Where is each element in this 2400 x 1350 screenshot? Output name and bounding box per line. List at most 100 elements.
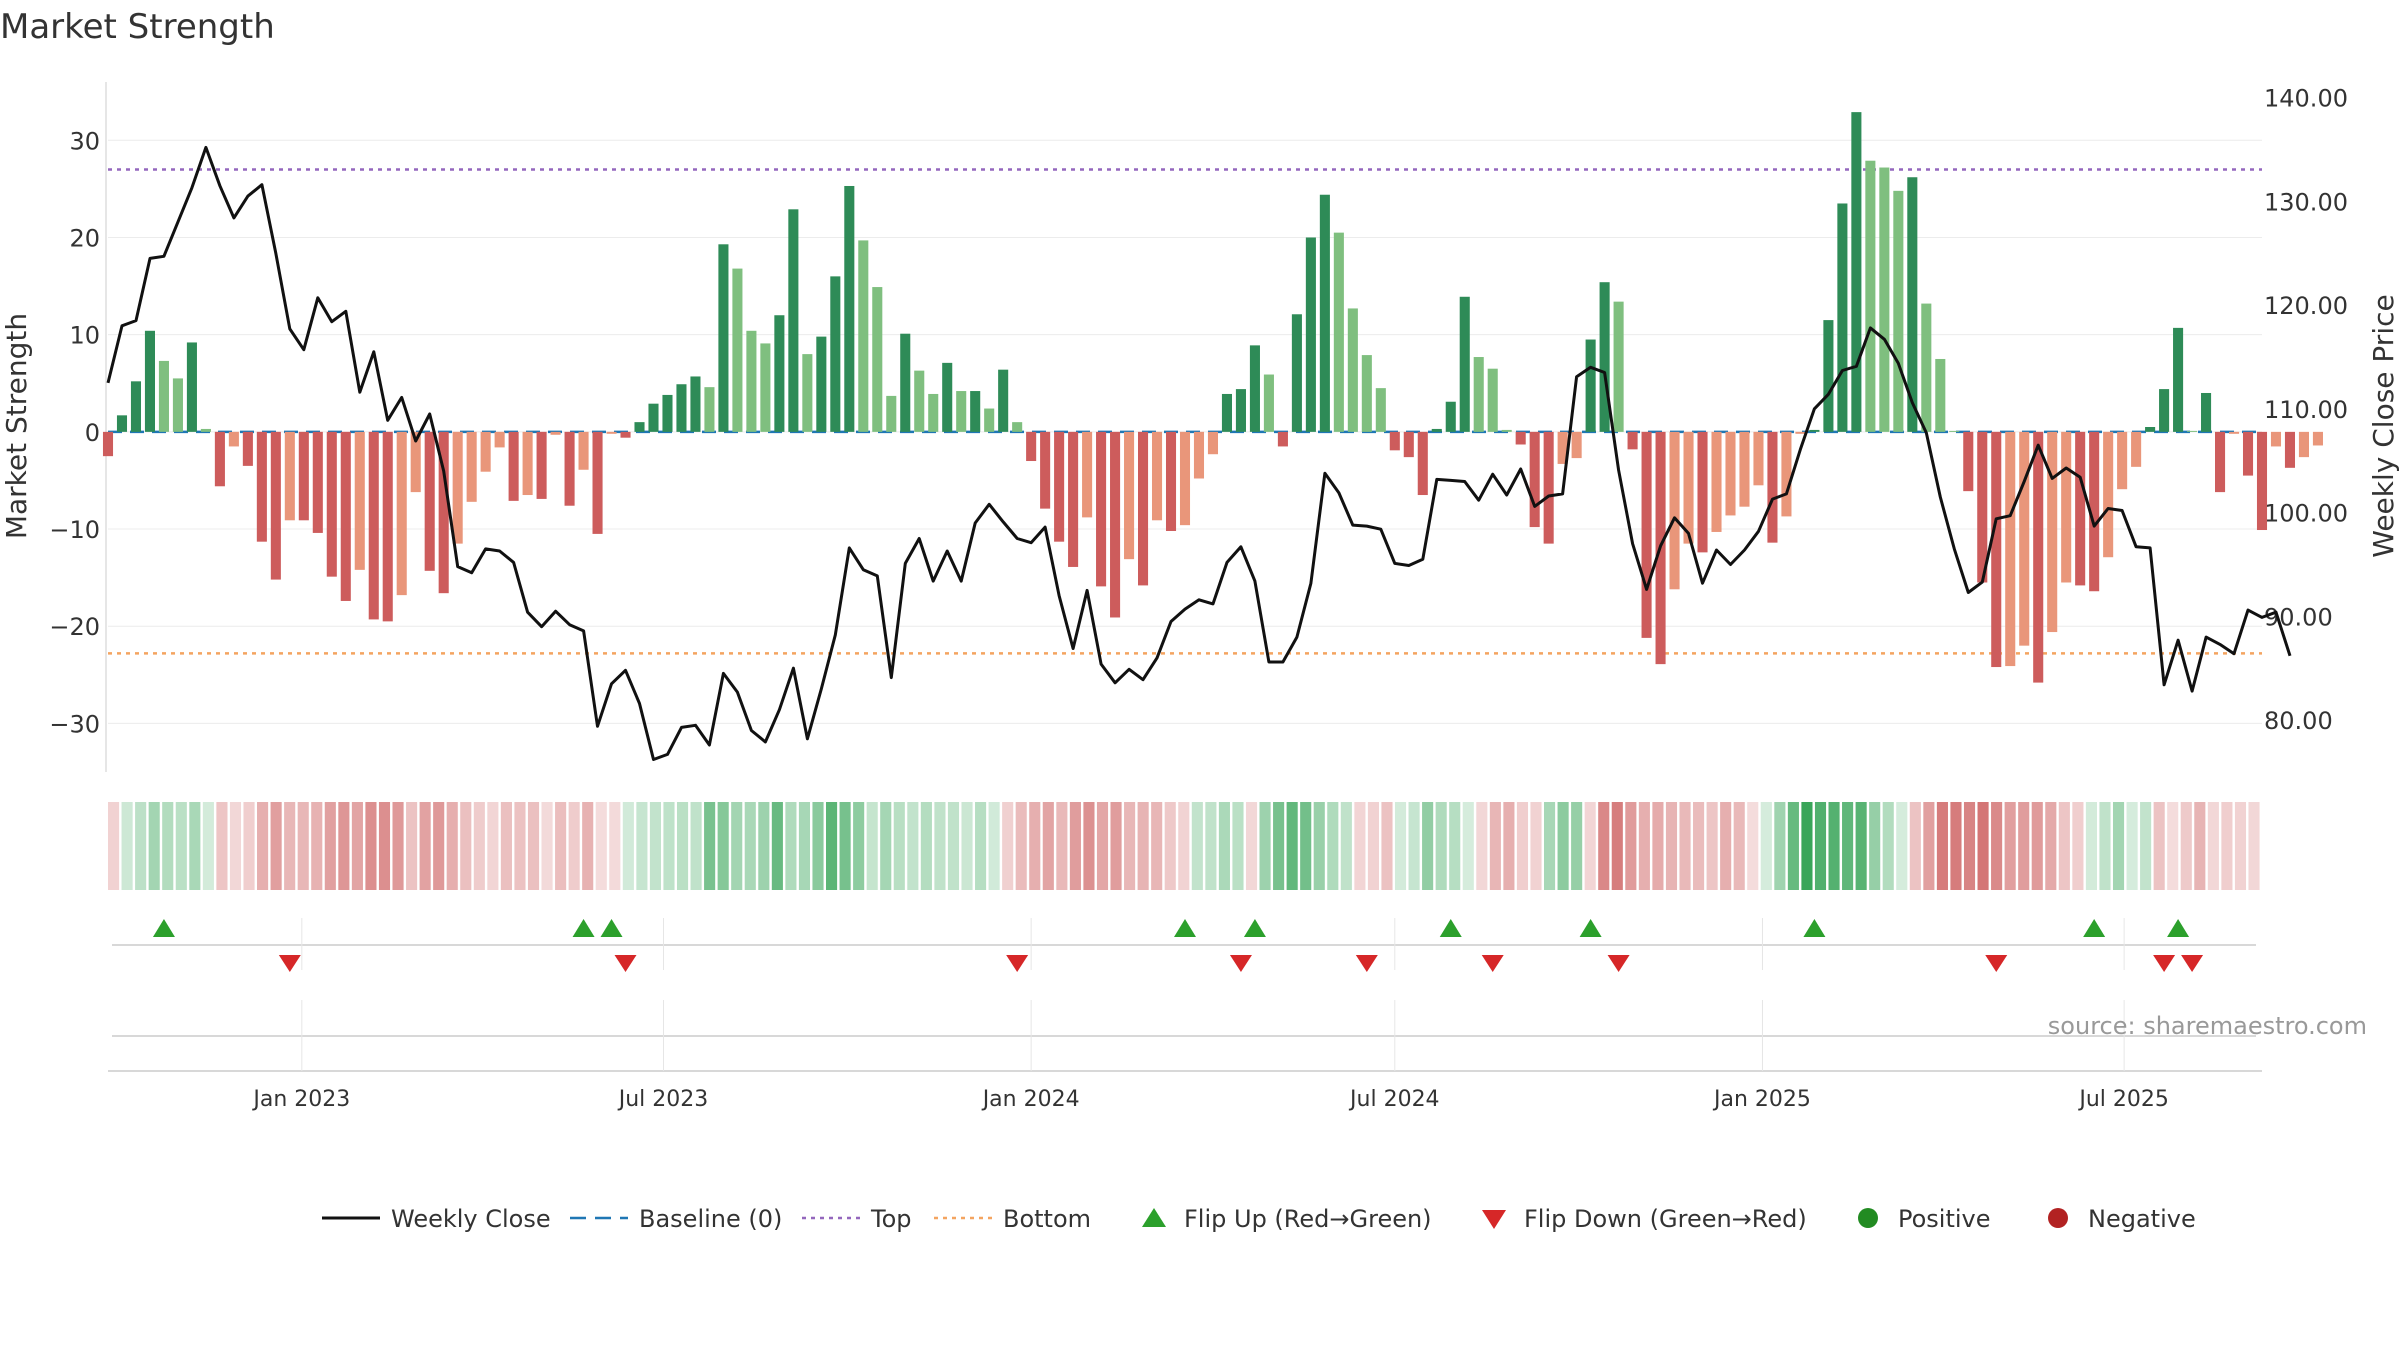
heat-cell [1936,802,1948,890]
strength-bar [102,431,114,457]
heat-cell [1218,802,1230,890]
weekly-close-series [106,145,2292,761]
strength-bar [858,240,869,432]
x-tick-label: Jan 2025 [1712,1087,1811,1112]
strength-bar [872,287,883,432]
heat-cell [812,802,824,890]
strength-bar [1529,431,1540,528]
strength-bar [1557,431,1568,464]
heat-cell [663,802,675,890]
heat-cell [1191,802,1203,890]
strength-bar [1082,431,1093,518]
strength-bar [690,376,701,432]
flip-up-marker [2083,919,2106,937]
strength-bar [2047,431,2058,633]
heat-cell [2221,802,2233,890]
strength-bar [1669,431,1680,590]
heat-cell [500,802,512,890]
heat-cell [351,802,363,890]
flip-up-marker [1174,919,1196,937]
heat-cell [880,802,892,890]
legend-swatch [1482,1210,1506,1229]
flip-down-marker [2181,955,2204,972]
heat-cell [514,802,526,890]
heat-cell [338,802,350,890]
heat-cell [311,802,323,890]
strength-bar [1753,431,1764,486]
heat-cell [135,802,147,890]
legend-label: Top [870,1205,912,1233]
strength-bar [1711,431,1722,532]
strength-bar [2061,431,2072,583]
heat-cell [1544,802,1556,890]
strength-bar [1963,431,1974,492]
y-axis-right-label: Weekly Close Price [2367,294,2400,557]
legend-entry: Weekly Close [322,1205,551,1233]
heat-cell [1909,802,1921,890]
strength-bar [1501,429,1512,432]
strength-bar [1068,431,1079,567]
heat-cell [108,802,120,890]
heat-cell [1394,802,1407,890]
heat-cell [1367,802,1379,890]
y-tick-right-label: 110.00 [2264,396,2348,424]
strength-bar [1459,296,1470,432]
heat-cell [297,802,309,890]
strength-bar [760,343,771,432]
heat-cell [988,802,1000,890]
strength-bar [340,431,351,601]
y-tick-left-label: 10 [69,322,100,350]
heat-cell [1814,802,1827,890]
strength-bar [1515,431,1526,445]
heat-cell [1083,802,1095,890]
legend-entry: Positive [1858,1205,1991,1233]
strength-bar [1879,167,1890,432]
heat-cell [324,802,336,890]
strength-bar [354,431,365,570]
y-tick-right-label: 100.00 [2264,500,2348,528]
strength-heat-strip [108,802,2260,890]
strength-bar [1040,431,1051,509]
strength-bar [1851,112,1862,432]
weekly-close-line [106,145,2292,761]
y-tick-left-label: 0 [85,419,100,447]
heat-cell [853,802,865,890]
y-tick-right-label: 130.00 [2264,188,2348,216]
heat-cell [1882,802,1894,890]
heat-cell [1462,802,1474,890]
heat-cell [1476,802,1488,890]
strength-bar [494,431,505,448]
strength-bar [2312,431,2323,446]
strength-bar [1487,368,1498,432]
heat-cell [975,802,987,890]
strength-bar [2215,431,2226,493]
heat-cell [1571,802,1583,890]
strength-bar [1026,431,1037,462]
heat-cell [1002,802,1014,890]
strength-bar [1641,431,1652,638]
strength-bar [1627,431,1638,450]
strength-bar [886,395,897,432]
strength-bar [1935,358,1946,432]
heat-cell [649,802,661,890]
strength-bar [1543,431,1554,544]
strength-bar [2117,431,2128,490]
strength-bar [1389,431,1400,451]
heat-cell [1489,802,1501,890]
heat-cell [460,802,472,890]
heat-cell [2194,802,2206,890]
heat-cell [1015,802,1027,890]
strength-bar [466,431,477,502]
source-note: source: sharemaestro.com [2048,1012,2367,1040]
flip-up-marker [1803,919,1826,937]
strength-bar [984,408,995,432]
strength-bar [606,431,617,434]
heat-cell [2126,802,2138,890]
legend-entry: Top [802,1205,912,1233]
legend-label: Positive [1898,1205,1991,1233]
heat-cell [2180,802,2192,890]
heat-cell [1137,802,1149,890]
strength-bar [676,384,687,432]
heat-cell [2072,802,2084,890]
heat-cell [2167,802,2179,890]
